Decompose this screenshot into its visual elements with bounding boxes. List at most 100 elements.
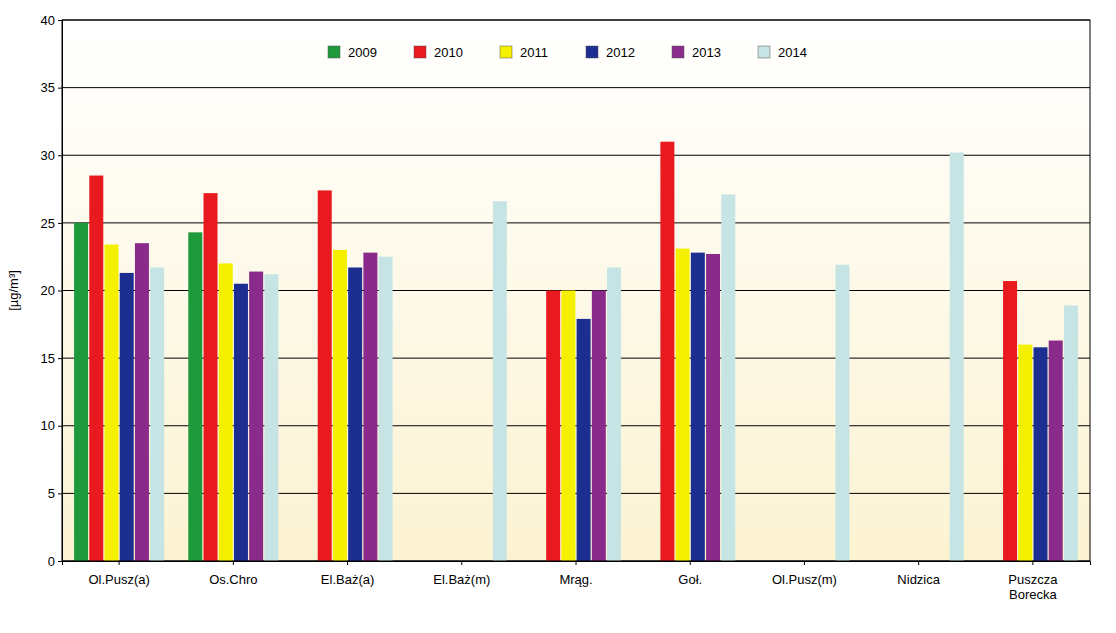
- grid: [62, 20, 1090, 561]
- legend-swatch: [586, 46, 598, 58]
- bar: [706, 254, 720, 561]
- bar: [74, 223, 88, 561]
- y-tick: 40: [41, 13, 62, 28]
- legend-item: 2014: [758, 45, 807, 60]
- bar: [561, 291, 575, 562]
- x-tick-mark: [233, 561, 234, 565]
- bar: [379, 257, 393, 561]
- bar: [660, 142, 674, 561]
- y-axis-title: [µg/m³]: [6, 270, 21, 311]
- x-tick: Os.Chro: [209, 561, 257, 587]
- legend-item: 2010: [414, 45, 463, 60]
- y-tick-label: 5: [48, 486, 55, 501]
- y-tick-label: 30: [41, 148, 55, 163]
- y-tick-label: 35: [41, 80, 55, 95]
- bar: [150, 268, 164, 561]
- y-tick: 35: [41, 80, 62, 95]
- legend-item: 2009: [328, 45, 377, 60]
- bars: [74, 142, 1078, 561]
- x-tick-mark: [690, 561, 691, 565]
- bar: [188, 232, 202, 561]
- y-tick-mark: [58, 88, 62, 89]
- bar: [1018, 345, 1032, 561]
- x-tick: PuszczaBorecka: [1008, 561, 1058, 602]
- bar: [1003, 281, 1017, 561]
- x-tick-label: Ol.Pusz(m): [772, 572, 837, 587]
- bar: [1064, 305, 1078, 561]
- y-tick-label: 40: [41, 13, 55, 28]
- bar: [264, 274, 278, 561]
- bar: [234, 284, 248, 561]
- bar: [950, 153, 964, 561]
- plot: 0510152025303540Ol.Pusz(a)Os.ChroEl.Baż(…: [41, 13, 1091, 603]
- y-tick-mark: [58, 291, 62, 292]
- y-tick-mark: [58, 20, 62, 21]
- legend-label: 2012: [606, 45, 635, 60]
- bar: [577, 319, 591, 561]
- y-tick-mark: [58, 155, 62, 156]
- x-tick-mark: [918, 561, 919, 565]
- legend-label: 2014: [778, 45, 807, 60]
- x-axis-line: [63, 562, 1091, 566]
- plot-background: [62, 20, 1090, 561]
- grid-line: [62, 87, 1090, 88]
- y-tick: 30: [41, 148, 62, 163]
- legend-label: 2009: [348, 45, 377, 60]
- legend-swatch: [414, 46, 426, 58]
- y-tick-mark: [58, 223, 62, 224]
- x-tick-mark: [461, 561, 462, 565]
- bar: [835, 265, 849, 561]
- bar: [120, 273, 134, 561]
- x-tick-label: El.Baż(m): [433, 572, 490, 587]
- bar: [219, 263, 233, 561]
- x-tick: Mrąg.: [559, 561, 592, 587]
- bar: [607, 268, 621, 561]
- x-tick-mark: [119, 561, 120, 565]
- y-tick-mark: [58, 561, 62, 562]
- x-tick: El.Baż(a): [321, 561, 374, 587]
- y-tick: 25: [41, 216, 62, 231]
- legend-swatch: [758, 46, 770, 58]
- y-tick-label: 20: [41, 283, 55, 298]
- plot-frame: [62, 20, 1090, 561]
- y-tick-label: 0: [48, 554, 55, 569]
- bar: [135, 243, 149, 561]
- x-axis: Ol.Pusz(a) Os.Chro El.Baż(a) El.Baż(m) Mrąg.…: [63, 561, 1091, 602]
- y-tick: 0: [48, 554, 62, 569]
- legend-item: 2013: [672, 45, 721, 60]
- y-tick: 5: [48, 486, 62, 501]
- legend: 2009 2010 2011 2012 2013 2014: [328, 45, 807, 60]
- x-tick-label-line: Puszcza: [1008, 572, 1058, 587]
- legend-item: 2012: [586, 45, 635, 60]
- bar: [318, 190, 332, 561]
- x-tick: Ol.Pusz(m): [772, 561, 837, 587]
- bar: [1049, 341, 1063, 561]
- bar: [348, 268, 362, 561]
- x-tick-label: Nidzica: [897, 572, 940, 587]
- legend-label: 2011: [520, 45, 548, 60]
- bar: [204, 193, 218, 561]
- chart: 0510152025303540Ol.Pusz(a)Os.ChroEl.Baż(…: [0, 0, 1116, 633]
- y-tick: 15: [41, 351, 62, 366]
- x-tick-mark: [1032, 561, 1033, 565]
- y-tick: 20: [41, 283, 62, 298]
- bar: [546, 291, 560, 562]
- bar: [721, 194, 735, 561]
- legend-swatch: [500, 46, 512, 58]
- bar: [333, 250, 347, 561]
- x-tick-label: Ol.Pusz(a): [88, 572, 149, 587]
- legend-swatch: [328, 46, 340, 58]
- legend-label: 2013: [692, 45, 721, 60]
- y-tick-mark: [58, 493, 62, 494]
- bar: [89, 176, 103, 561]
- x-tick-label: Os.Chro: [209, 572, 257, 587]
- bar: [691, 253, 705, 561]
- bar: [1033, 347, 1047, 561]
- bar: [592, 291, 606, 562]
- bar: [493, 201, 507, 561]
- x-tick-mark: [347, 561, 348, 565]
- x-tick: Goł.: [678, 561, 702, 587]
- x-tick-label: PuszczaBorecka: [1008, 572, 1058, 602]
- y-tick-mark: [58, 426, 62, 427]
- y-tick-label: 25: [41, 216, 55, 231]
